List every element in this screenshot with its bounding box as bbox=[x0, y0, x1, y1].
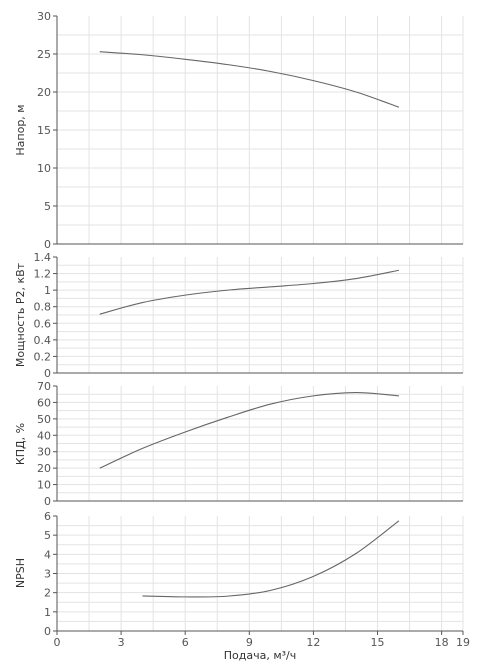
y-tick-label: 1.4 bbox=[34, 251, 52, 264]
y-tick-label: 0 bbox=[44, 238, 51, 251]
y-tick-label: 30 bbox=[37, 10, 51, 23]
y-tick-label: 20 bbox=[37, 462, 51, 475]
y-tick-label: 10 bbox=[37, 479, 51, 492]
y-tick-label: 5 bbox=[44, 529, 51, 542]
y-tick-label: 30 bbox=[37, 446, 51, 459]
x-axis-label: Подача, м³/ч bbox=[224, 649, 297, 662]
y-tick-label: 15 bbox=[37, 124, 51, 137]
series-line bbox=[99, 269, 399, 315]
x-tick-label: 18 bbox=[435, 636, 449, 649]
y-axis-label: Мощность P2, кВт bbox=[14, 262, 27, 367]
y-tick-label: 0.6 bbox=[34, 317, 52, 330]
y-tick-label: 2 bbox=[44, 587, 51, 600]
series-line bbox=[142, 520, 400, 598]
y-tick-label: 0.4 bbox=[34, 334, 52, 347]
y-tick-label: 1.2 bbox=[34, 268, 52, 281]
x-tick-label: 9 bbox=[246, 636, 253, 649]
efficiency-panel: 0 10 20 30 40 50 60 70 КПД, % bbox=[14, 380, 464, 508]
y-tick-label: 1 bbox=[44, 606, 51, 619]
y-axis-label: Напор, м bbox=[14, 104, 27, 155]
y-tick-label: 6 bbox=[44, 510, 51, 523]
x-tick-label: 12 bbox=[306, 636, 320, 649]
y-tick-label: 20 bbox=[37, 86, 51, 99]
y-tick-label: 0.2 bbox=[34, 350, 52, 363]
npsh-panel: 0 1 2 3 4 5 6 NPSH bbox=[14, 510, 464, 638]
series-line bbox=[99, 51, 400, 108]
y-tick-label: 10 bbox=[37, 162, 51, 175]
y-axis-label: КПД, % bbox=[14, 423, 27, 465]
y-tick-label: 5 bbox=[44, 200, 51, 213]
series-line bbox=[99, 392, 399, 469]
x-tick-label: 15 bbox=[371, 636, 385, 649]
y-tick-label: 40 bbox=[37, 429, 51, 442]
y-tick-label: 50 bbox=[37, 413, 51, 426]
y-tick-label: 4 bbox=[44, 548, 51, 561]
y-tick-label: 3 bbox=[44, 568, 51, 581]
x-axis: 0 3 6 9 12 15 18 19 bbox=[54, 631, 470, 649]
y-axis-label: NPSH bbox=[14, 558, 27, 588]
y-tick-label: 0 bbox=[44, 367, 51, 380]
y-tick-label: 0 bbox=[44, 625, 51, 638]
head-panel: 0 5 10 15 20 25 30 Напор, м bbox=[14, 10, 464, 251]
y-tick-label: 0.8 bbox=[34, 301, 52, 314]
x-tick-label: 0 bbox=[54, 636, 61, 649]
x-tick-label: 19 bbox=[456, 636, 470, 649]
y-tick-label: 0 bbox=[44, 495, 51, 508]
y-tick-label: 25 bbox=[37, 48, 51, 61]
power-panel: 0 0.2 0.4 0.6 0.8 1 1.2 1.4 Мощность P2, кВт bbox=[14, 251, 464, 380]
x-tick-label: 6 bbox=[182, 636, 189, 649]
x-tick-label: 3 bbox=[118, 636, 125, 649]
y-tick-label: 70 bbox=[37, 380, 51, 393]
y-tick-label: 1 bbox=[44, 284, 51, 297]
y-tick-label: 60 bbox=[37, 396, 51, 409]
